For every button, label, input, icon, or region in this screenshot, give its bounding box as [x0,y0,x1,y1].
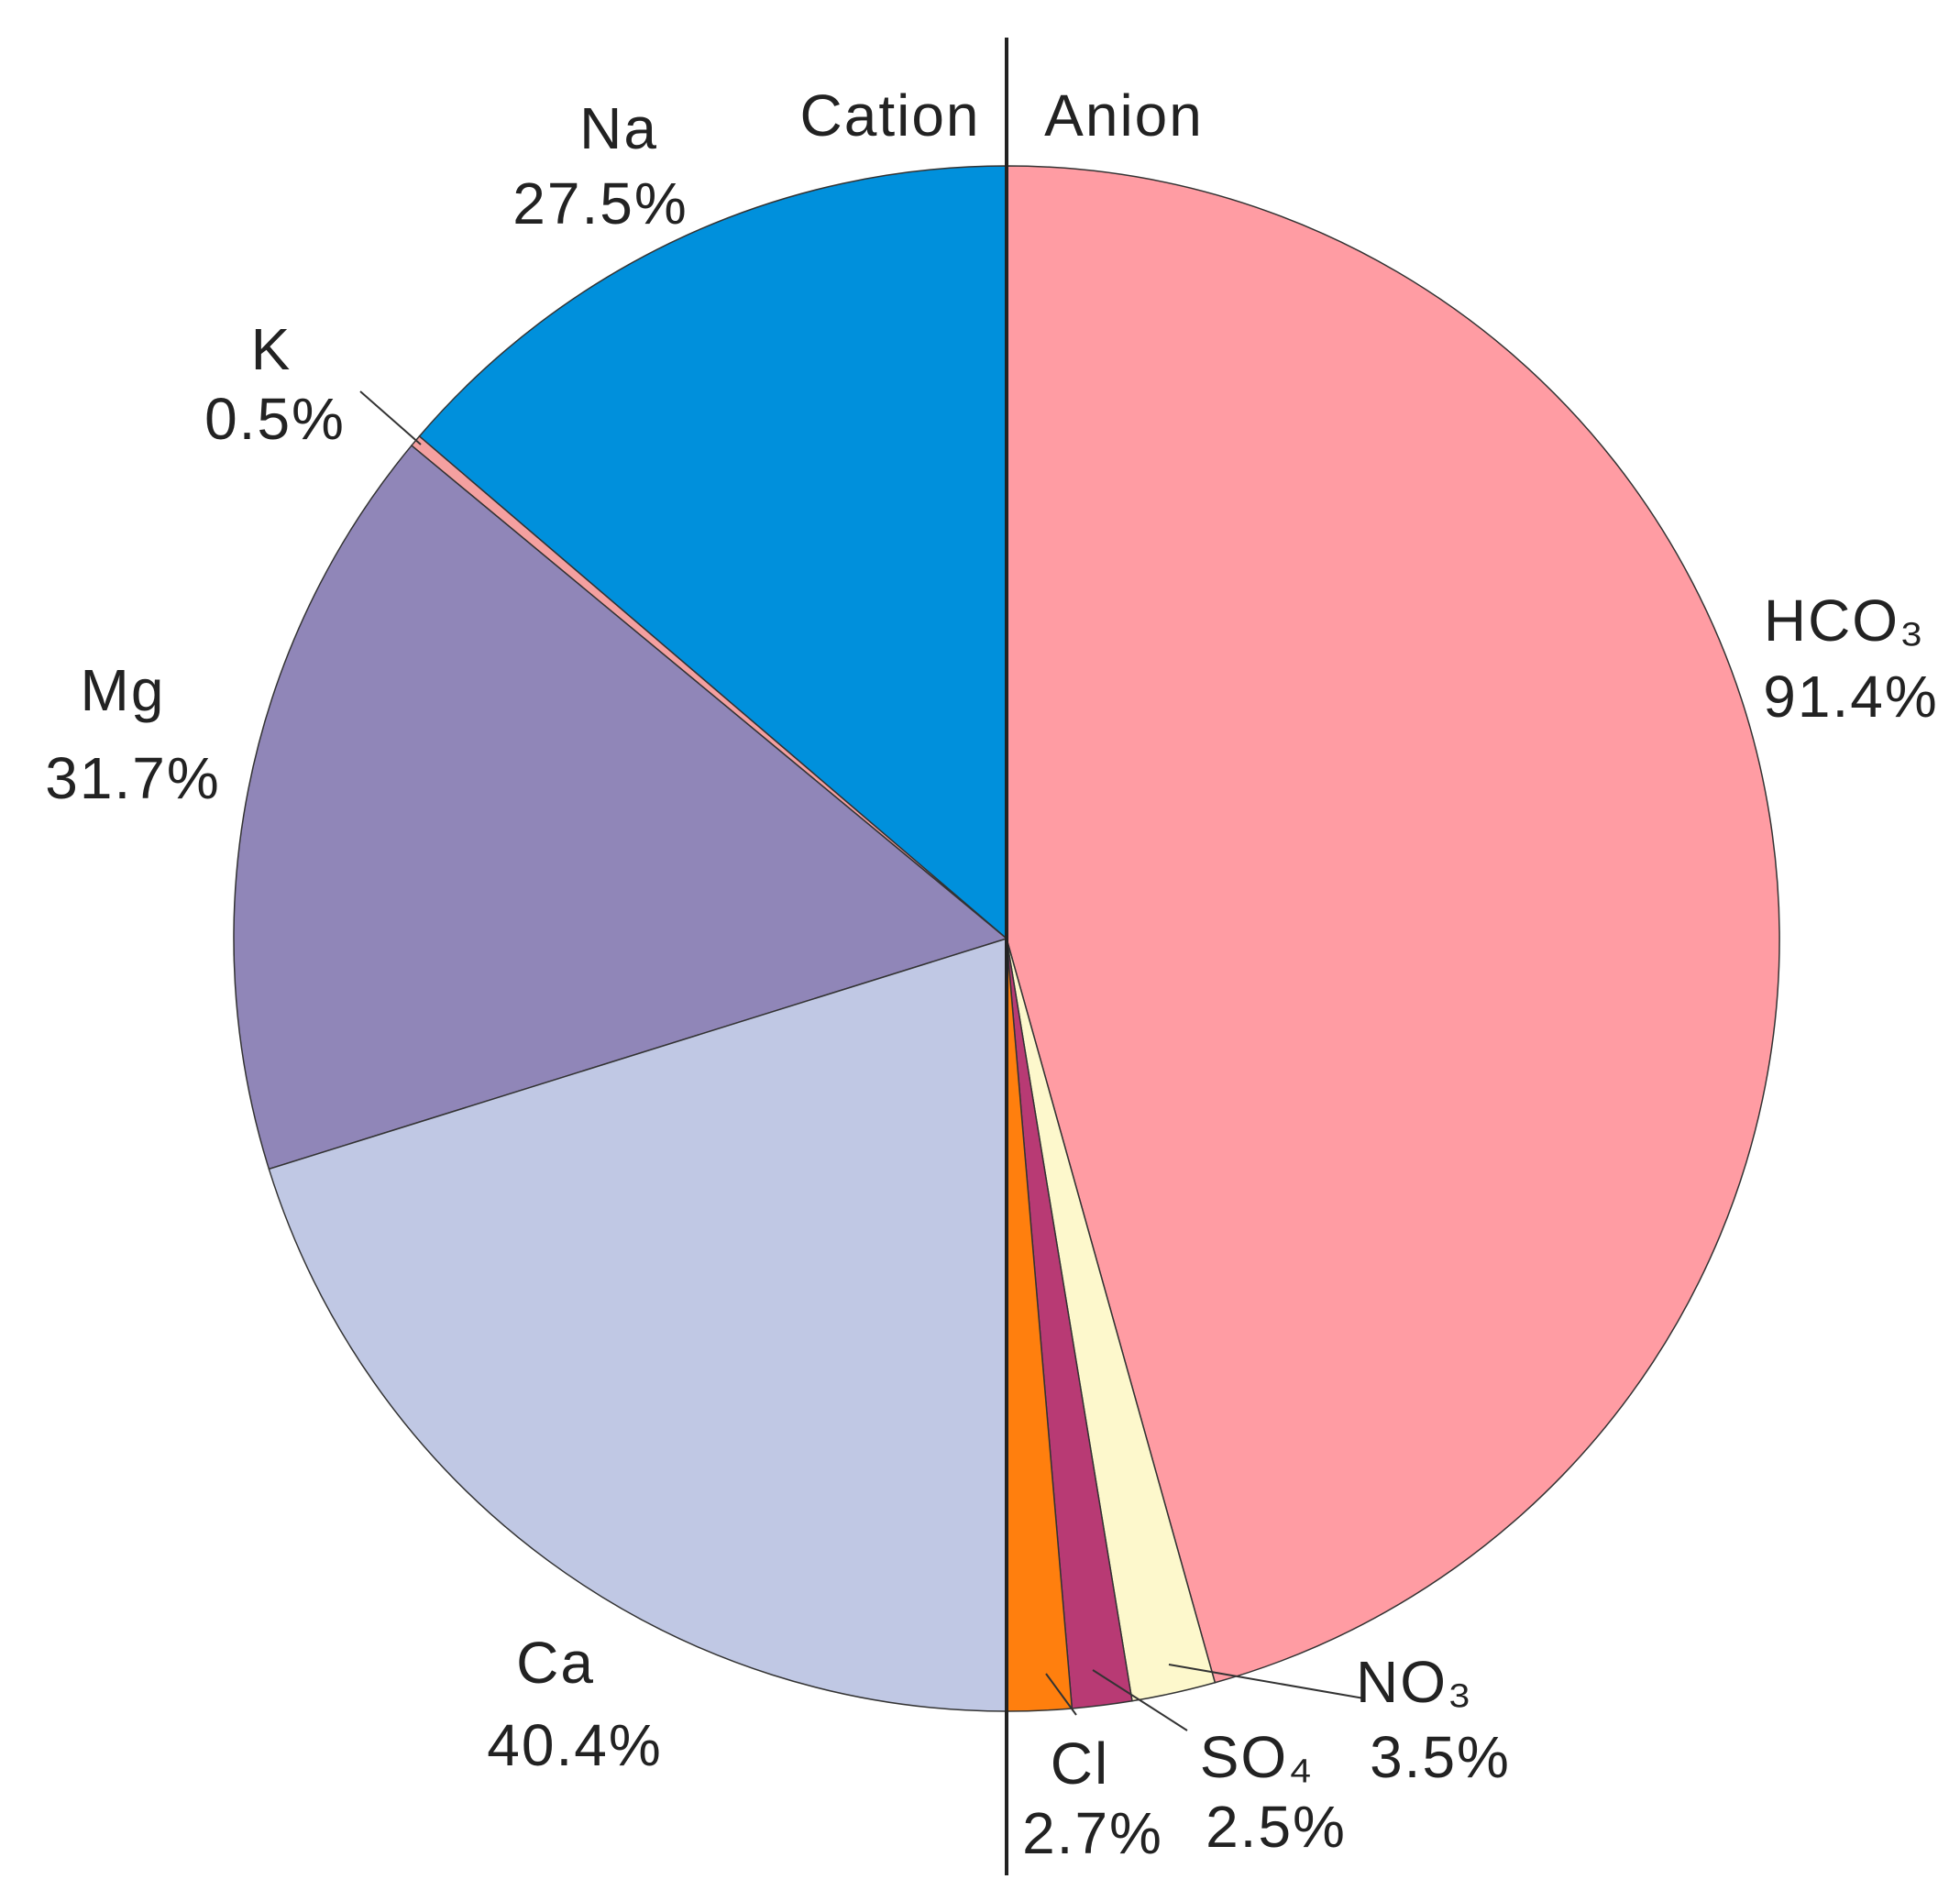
value-label: 91.4% [1763,664,1938,730]
slice-label: Cl [1051,1731,1109,1797]
leader-line [1092,1669,1188,1731]
slice-label: Mg [81,657,166,723]
slice-label: SO₄ [1200,1724,1315,1790]
value-label: 3.5% [1370,1724,1511,1790]
slice-label: HCO₃ [1764,588,1925,654]
leader-line [1168,1664,1365,1699]
pie-slice [1006,165,1780,1684]
slice-label: Na [579,95,658,161]
value-label: 2.7% [1022,1800,1163,1866]
value-label: 2.5% [1206,1794,1347,1860]
pie-slice [268,937,1008,1712]
value-label: 31.7% [45,745,220,811]
leader-line [359,390,422,445]
half-title: Cation [800,82,981,148]
value-label: 27.5% [512,170,688,236]
leader-line [1045,1673,1077,1716]
half-title: Anion [1044,82,1204,148]
slice-label: K [251,316,292,382]
pie-slice [418,165,1008,940]
pie-slice [233,445,1008,1170]
value-label: 0.5% [204,386,346,452]
slice-label: NO₃ [1356,1649,1473,1715]
value-label: 40.4% [487,1712,662,1778]
slice-label: Ca [516,1630,595,1696]
